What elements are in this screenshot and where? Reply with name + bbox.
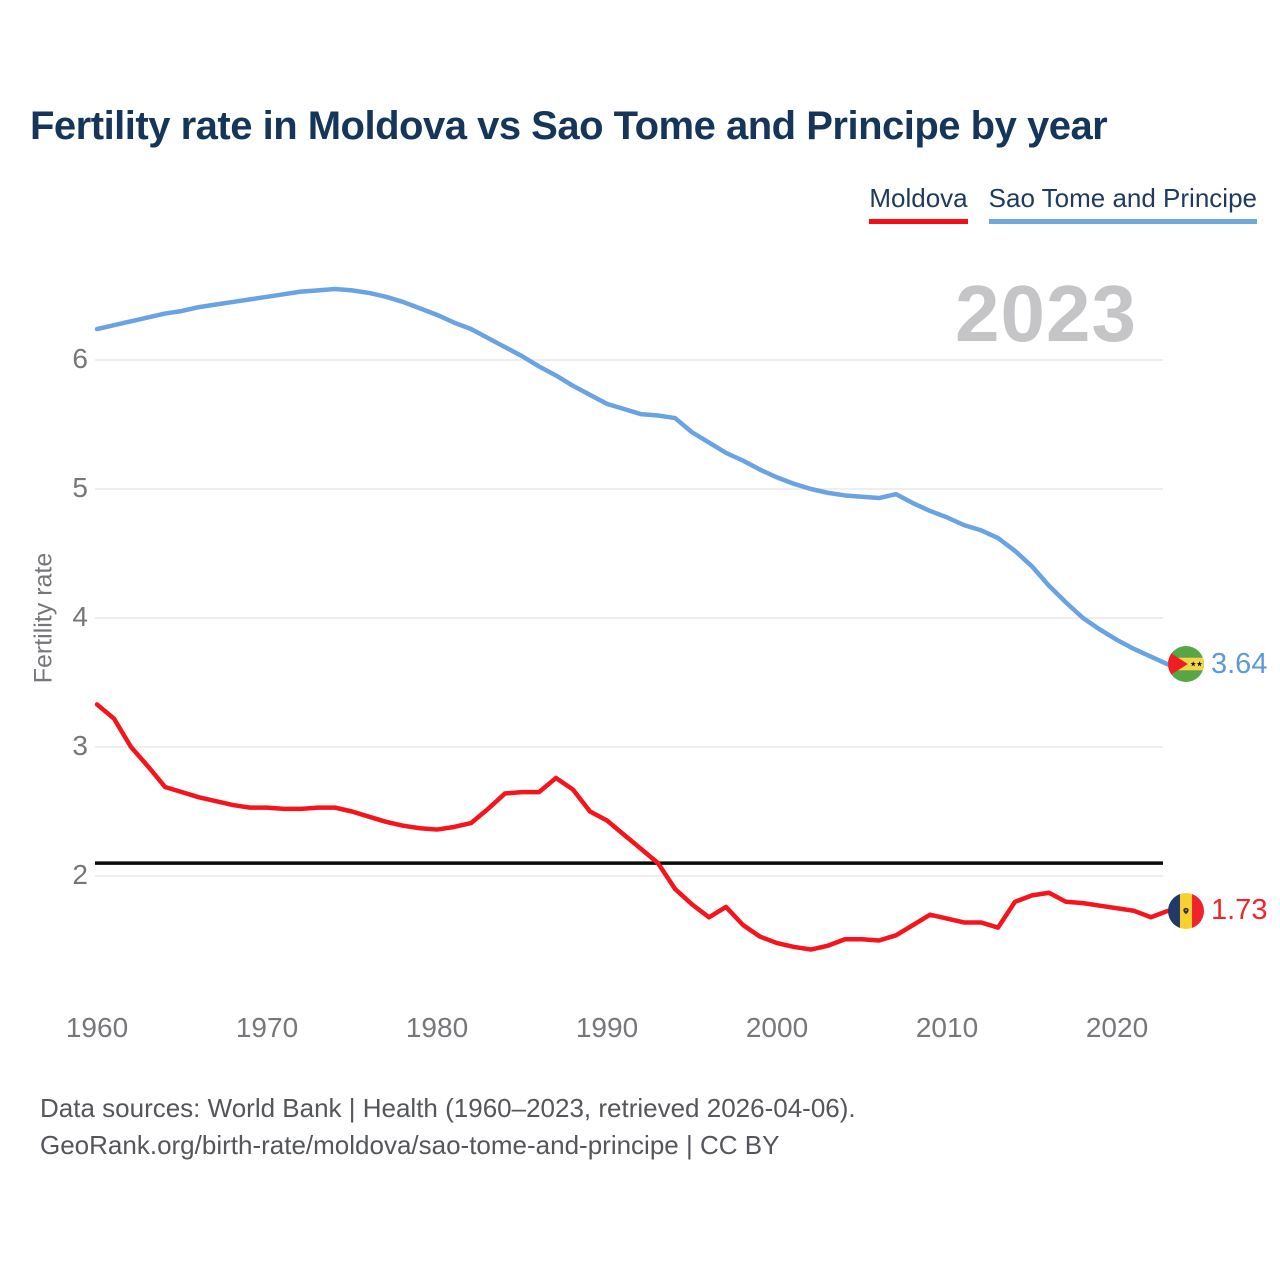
y-tick-2: 2 (72, 859, 88, 890)
x-tick-2000: 2000 (745, 1012, 809, 1043)
x-tick-1970: 1970 (235, 1012, 299, 1043)
series-line-moldova (94, 702, 1171, 952)
end-value-moldova: 1.73 (1211, 894, 1268, 927)
y-tick-4: 4 (72, 601, 88, 632)
footer-attribution: GeoRank.org/birth-rate/moldova/sao-tome-… (40, 1130, 780, 1160)
legend-item-moldova[interactable]: Moldova (869, 183, 968, 224)
page-title: Fertility rate in Moldova vs Sao Tome an… (30, 104, 1108, 148)
end-value-sao-tome: 3.64 (1211, 647, 1268, 680)
sao-tome-flag-icon (1168, 646, 1204, 683)
x-tick-1960: 1960 (65, 1012, 129, 1043)
y-tick-6: 6 (72, 343, 88, 374)
footer-data-sources: Data sources: World Bank | Health (1960–… (40, 1093, 856, 1123)
x-tick-2010: 2010 (915, 1012, 979, 1043)
y-tick-3: 3 (72, 730, 88, 761)
legend: Moldova Sao Tome and Principe (869, 183, 1257, 224)
footer: Data sources: World Bank | Health (1960–… (40, 1090, 856, 1164)
y-tick-5: 5 (72, 472, 88, 503)
year-watermark: 2023 (955, 269, 1137, 358)
x-tick-2020: 2020 (1085, 1012, 1149, 1043)
moldova-flag-icon (1168, 892, 1204, 929)
end-label-moldova: 1.73 (1168, 892, 1268, 929)
x-tick-1980: 1980 (405, 1012, 469, 1043)
series-line-sao-tome-and-principe (94, 286, 1171, 667)
x-tick-1990: 1990 (575, 1012, 639, 1043)
legend-item-sao-tome-and-principe[interactable]: Sao Tome and Principe (988, 183, 1257, 224)
end-label-sao-tome: 3.64 (1168, 646, 1268, 683)
